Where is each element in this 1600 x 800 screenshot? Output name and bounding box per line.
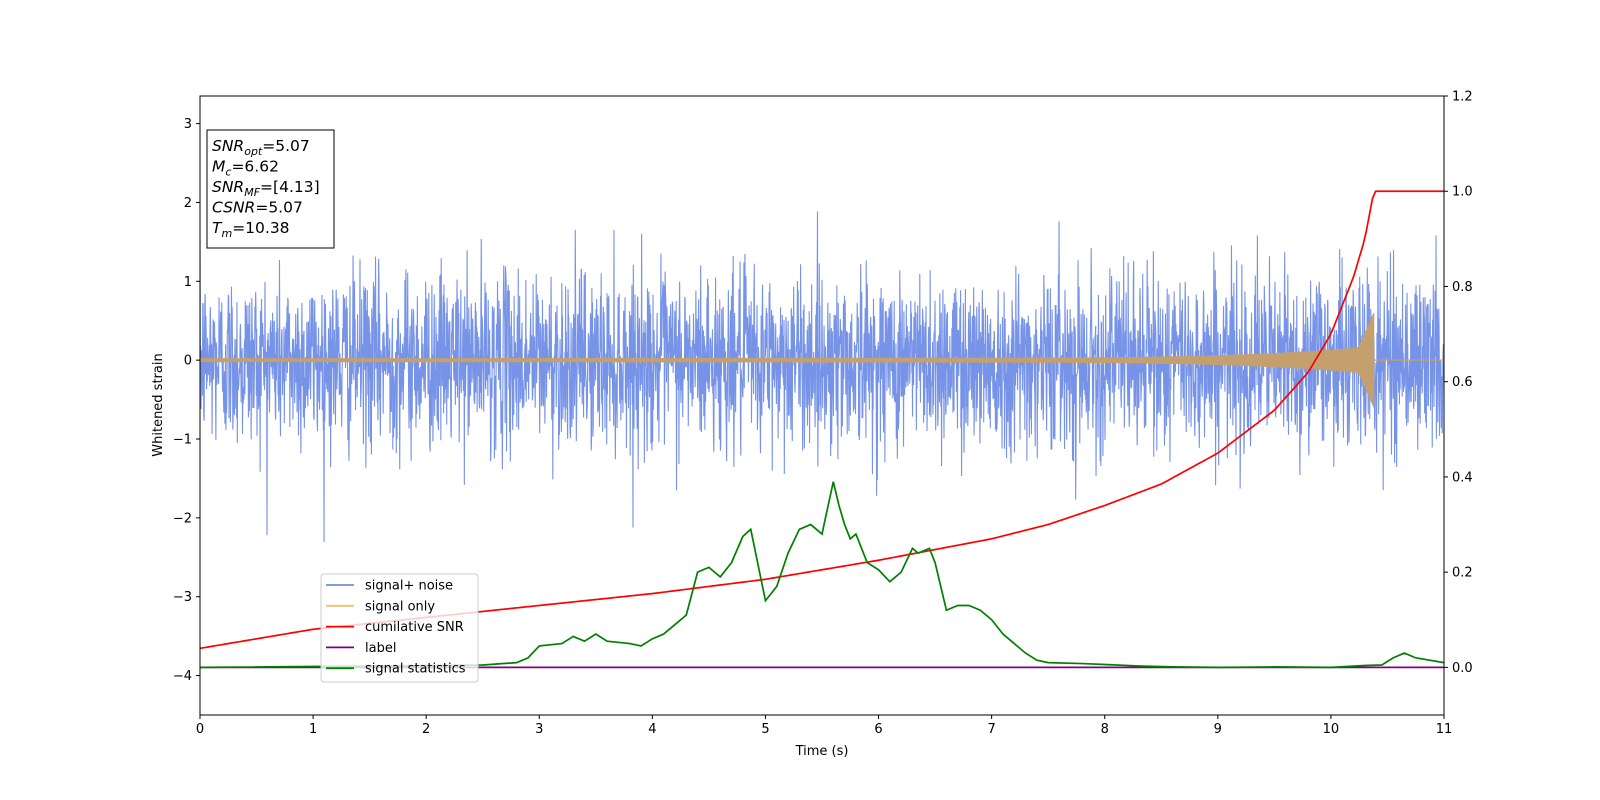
annotation-line: SNRMF=[4.13] <box>212 178 320 199</box>
legend-label: signal+ noise <box>365 579 453 594</box>
legend-label: label <box>365 641 396 656</box>
y-tick-label: −4 <box>173 669 192 684</box>
y2-tick-label: 1.2 <box>1452 90 1473 105</box>
series-signal-statistics <box>200 481 1444 669</box>
x-tick-label: 8 <box>1101 722 1109 737</box>
y-tick-label: −1 <box>173 433 192 448</box>
legend-frame <box>320 573 479 683</box>
y-tick-label: 2 <box>184 196 192 211</box>
y2-tick-label: 0.4 <box>1452 470 1473 485</box>
y-tick-label: 0 <box>184 354 192 369</box>
annotation-line: Tm=10.38 <box>212 219 290 240</box>
x-tick-label: 9 <box>1214 722 1222 737</box>
x-tick-label: 1 <box>309 722 317 737</box>
legend-label: signal only <box>365 599 435 614</box>
plot-frame <box>199 95 1445 716</box>
annotation-frame <box>206 129 335 249</box>
y-tick-label: 1 <box>184 275 192 290</box>
y-tick-label: −2 <box>173 511 192 526</box>
series-signal-noise <box>200 211 1444 543</box>
x-tick-label: 10 <box>1323 722 1340 737</box>
y2-tick-label: 0.8 <box>1452 280 1473 295</box>
legend: signal+ noise signal only cumilative SNR la… <box>320 573 479 683</box>
annotation-line: Mc=6.62 <box>212 158 279 179</box>
y2-tick-label: 0.0 <box>1452 661 1473 676</box>
annotation-line: CSNR=5.07 <box>212 199 303 217</box>
ticks-layer: 0 1 2 3 4 5 6 7 8 9 10 11 −4 −3 −2 −1 0 1 2 3 0.0 0.2 0.4 0.6 0.… <box>173 90 1473 738</box>
x-tick-label: 2 <box>422 722 430 737</box>
y2-tick-label: 0.6 <box>1452 375 1473 390</box>
legend-label: cumilative SNR <box>365 620 464 635</box>
x-axis-label: Time (s) <box>795 744 849 759</box>
x-tick-label: 3 <box>535 722 543 737</box>
y-axis-label: Whitened strain <box>151 353 166 456</box>
x-tick-label: 0 <box>196 722 204 737</box>
y-tick-label: 3 <box>184 117 192 132</box>
x-tick-label: 6 <box>874 722 882 737</box>
annotation-line: SNRopt=5.07 <box>212 137 310 158</box>
y-tick-label: −3 <box>173 590 192 605</box>
series-signal-only <box>200 312 1375 408</box>
y2-tick-label: 1.0 <box>1452 185 1473 200</box>
legend-label: signal statistics <box>365 662 466 677</box>
x-tick-label: 4 <box>648 722 656 737</box>
y2-tick-label: 0.2 <box>1452 566 1473 581</box>
x-tick-label: 5 <box>761 722 769 737</box>
x-tick-label: 7 <box>987 722 995 737</box>
x-tick-label: 11 <box>1436 722 1453 737</box>
